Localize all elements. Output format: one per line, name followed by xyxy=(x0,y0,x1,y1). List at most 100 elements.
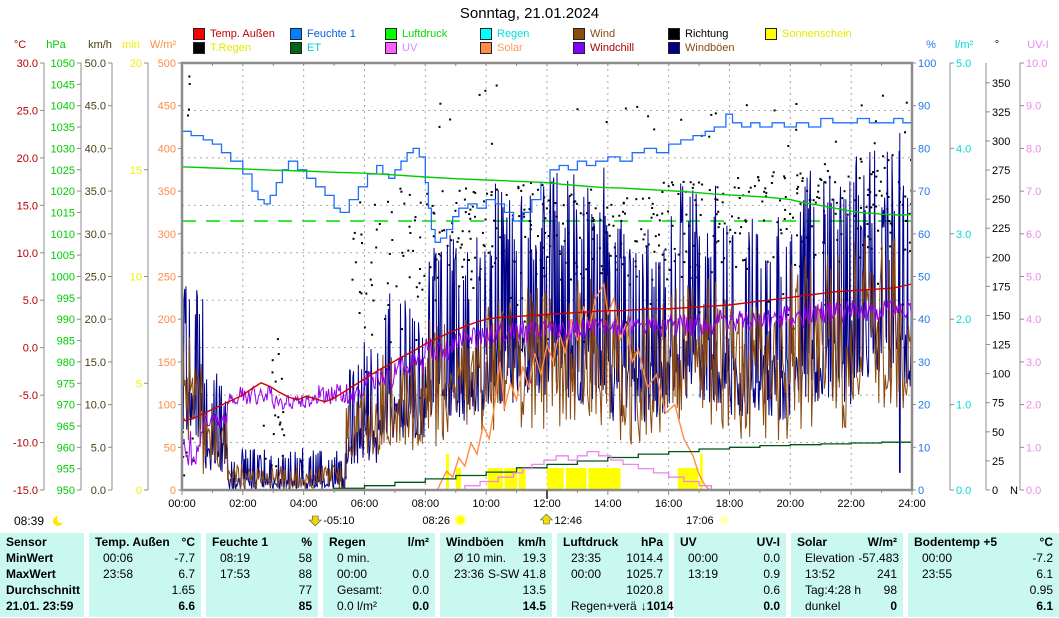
svg-text:1030: 1030 xyxy=(51,143,75,155)
legend-swatch-windb-en xyxy=(668,42,680,54)
time-label: 18:00 xyxy=(716,498,744,510)
series-temp-au-en xyxy=(181,283,913,422)
legend-label: Temp. Außen xyxy=(210,28,275,40)
table-row: 85 xyxy=(298,599,312,613)
table-row: 13:19 0.9 xyxy=(688,567,780,581)
axis-label-deg: ° xyxy=(995,39,999,51)
axis-label-wm2: W/m² xyxy=(150,39,177,51)
svg-text:80: 80 xyxy=(918,143,930,155)
sunset-icon xyxy=(719,515,730,525)
svg-text:980: 980 xyxy=(57,357,75,369)
legend-item-feuchte-1: Feuchte 1 xyxy=(290,28,356,40)
svg-text:50.0: 50.0 xyxy=(85,58,106,70)
svg-text:100: 100 xyxy=(992,369,1010,381)
table-row: Sensor xyxy=(6,535,47,549)
legend-label: Feuchte 1 xyxy=(307,28,356,40)
svg-text:985: 985 xyxy=(57,336,75,348)
svg-text:90: 90 xyxy=(918,101,930,113)
axis-deg: ° 0 N 25 50 75 100 125 150 175 200 225 250 275 300 325 3… xyxy=(985,39,1018,497)
svg-text:20: 20 xyxy=(918,400,930,412)
table-row: 23:35 1014.4 xyxy=(571,551,663,565)
time-axis: 00:00 02:00 04:00 06:00 08:00 10:00 12:00 14:00… xyxy=(168,63,926,510)
svg-text:3.0: 3.0 xyxy=(956,229,971,241)
axis-wm2: W/m² 0 50 100 150 200 250 300 350 400 450 500 xyxy=(150,39,182,497)
svg-text:10.0: 10.0 xyxy=(85,400,106,412)
table-row: 23:36 S-SW 41.8 xyxy=(454,567,547,581)
svg-text:1.0: 1.0 xyxy=(1026,442,1041,454)
svg-text:1020: 1020 xyxy=(51,186,75,198)
svg-text:975: 975 xyxy=(57,378,75,390)
sun-moon-time: 17:06 xyxy=(686,515,714,527)
svg-text:-15.0: -15.0 xyxy=(13,485,38,497)
legend-label: T.Regen xyxy=(210,42,251,54)
legend-item-sonnenschein: Sonnenschein xyxy=(765,28,852,40)
svg-text:225: 225 xyxy=(992,223,1010,235)
svg-text:10: 10 xyxy=(130,272,142,284)
svg-text:30.0: 30.0 xyxy=(17,58,38,70)
table-row: 6.1 xyxy=(1036,599,1053,613)
time-label: 14:00 xyxy=(594,498,622,510)
svg-text:955: 955 xyxy=(57,464,75,476)
legend-swatch-sonnenschein xyxy=(765,28,777,40)
moonset-icon xyxy=(308,515,322,527)
svg-text:3.0: 3.0 xyxy=(1026,357,1041,369)
legend-label: Richtung xyxy=(685,28,729,40)
svg-text:4.0: 4.0 xyxy=(956,143,971,155)
axis-label-kmh: km/h xyxy=(88,39,112,51)
weather-table: Sensor MinWert MaxWert Durchschnitt 21.01. 2… xyxy=(0,533,1059,617)
legend-item-wind: Wind xyxy=(573,28,615,40)
svg-text:1035: 1035 xyxy=(51,122,75,134)
axis-label-pct: % xyxy=(926,39,936,51)
table-row: 0.0 l/m² 0.0 xyxy=(337,599,429,613)
table-column-feuchte-1: Feuchte 1% 08:19 58 17:53 88 77 85 xyxy=(206,533,318,617)
svg-text:960: 960 xyxy=(57,442,75,454)
series-sonnenschein xyxy=(446,454,703,490)
svg-text:10.0: 10.0 xyxy=(17,248,38,260)
table-column-temp-au-en: Temp. Außen °C 00:06 -7.7 23:58 6.7 1.65 6.6 xyxy=(89,533,201,617)
svg-text:30: 30 xyxy=(918,357,930,369)
table-row: Bodentemp +5 °C xyxy=(914,535,1053,549)
moonrise-icon xyxy=(53,515,65,526)
legend-label: Sonnenschein xyxy=(782,28,852,40)
svg-text:5: 5 xyxy=(136,378,142,390)
svg-text:325: 325 xyxy=(992,107,1010,119)
svg-text:450: 450 xyxy=(158,101,176,113)
chart-canvas: °C -15.0 -10.0 -5.0 0.0 5.0 10.0 15.0 20.0 25.0 30… xyxy=(13,39,1049,528)
axis-hpa: hPa 950 955 960 965 970 975 980 985 990 995 1000 100… xyxy=(46,39,82,497)
series-windchill xyxy=(181,297,912,466)
table-row: UV UV-I xyxy=(680,535,780,549)
table-row: Regen l/m² xyxy=(329,535,429,549)
time-label: 00:00 xyxy=(168,498,196,510)
legend-item-windb-en: Windböen xyxy=(668,42,735,54)
svg-text:0: 0 xyxy=(992,485,998,497)
svg-text:50: 50 xyxy=(992,427,1004,439)
svg-text:1.0: 1.0 xyxy=(956,400,971,412)
svg-text:1015: 1015 xyxy=(51,207,75,219)
legend-item-t-regen: T.Regen xyxy=(193,42,251,54)
legend-swatch-regen xyxy=(480,28,492,40)
svg-text:150: 150 xyxy=(158,357,176,369)
svg-text:0.0: 0.0 xyxy=(1026,485,1041,497)
svg-text:5.0: 5.0 xyxy=(1026,272,1041,284)
axis-label-hpa: hPa xyxy=(46,39,66,51)
svg-text:0.0: 0.0 xyxy=(23,343,38,355)
table-row: Luftdruck hPa xyxy=(563,535,663,549)
svg-text:50: 50 xyxy=(918,272,930,284)
legend-label: Regen xyxy=(497,28,530,40)
table-column-bodentemp-5: Bodentemp +5 °C 00:00 -7.2 23:55 6.1 0.95 6.1 xyxy=(908,533,1059,617)
table-row: 23:58 6.7 xyxy=(103,567,195,581)
legend-swatch-et xyxy=(290,42,302,54)
svg-text:500: 500 xyxy=(158,58,176,70)
time-label: 06:00 xyxy=(351,498,379,510)
table-row: 00:00 1025.7 xyxy=(571,567,663,581)
legend-label: Solar xyxy=(497,42,523,54)
svg-text:100: 100 xyxy=(158,400,176,412)
svg-text:50: 50 xyxy=(164,442,176,454)
table-row: dunkel 0 xyxy=(805,599,897,613)
series-luftdruck xyxy=(181,166,913,216)
table-row: 00:00 0.0 xyxy=(337,567,429,581)
svg-text:275: 275 xyxy=(992,165,1010,177)
table-row: Feuchte 1% xyxy=(212,535,312,549)
svg-text:2.0: 2.0 xyxy=(1026,400,1041,412)
table-row: MaxWert xyxy=(6,567,56,581)
